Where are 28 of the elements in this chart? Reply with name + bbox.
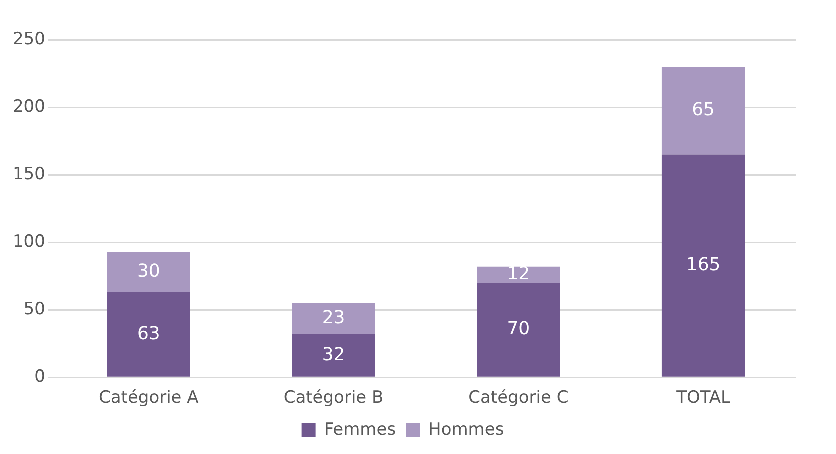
y-tick-label: 50 <box>24 300 46 320</box>
y-tick-label: 250 <box>12 29 46 50</box>
data-label: 63 <box>137 323 160 344</box>
y-tick-label: 150 <box>12 164 46 184</box>
y-tick-label: 200 <box>12 96 46 117</box>
legend-label: Femmes <box>324 420 396 440</box>
data-label: 65 <box>692 100 716 121</box>
data-label: 32 <box>322 344 346 366</box>
bar <box>477 266 560 284</box>
x-tick-label: Catégorie C <box>468 388 569 408</box>
bar <box>292 334 376 377</box>
bar <box>107 292 190 377</box>
data-label: 12 <box>507 264 530 285</box>
bar <box>107 252 190 293</box>
data-label: 165 <box>686 254 721 276</box>
bar <box>662 67 746 155</box>
bar <box>662 154 746 377</box>
bar <box>292 303 376 334</box>
data-label: 70 <box>507 318 530 340</box>
x-tick-label: Catégorie A <box>98 388 200 408</box>
y-tick-label: 0 <box>34 367 46 388</box>
legend-label: Hommes <box>428 420 504 440</box>
bar <box>477 283 560 377</box>
data-label: 30 <box>137 260 160 282</box>
x-tick-label: TOTAL <box>676 388 732 408</box>
y-tick-label: 100 <box>12 232 46 252</box>
data-label: 23 <box>322 308 346 329</box>
x-tick-label: Catégorie B <box>284 388 384 408</box>
